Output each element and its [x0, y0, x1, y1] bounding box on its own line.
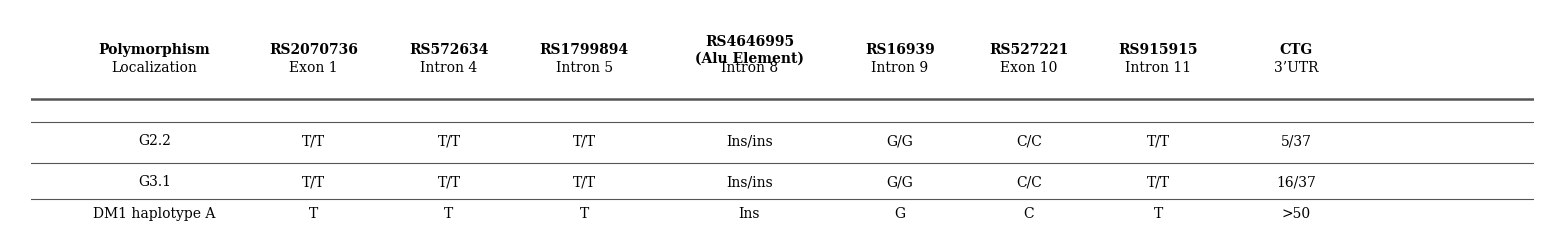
Text: T/T: T/T [437, 134, 460, 148]
Text: Intron 8: Intron 8 [721, 61, 778, 75]
Text: T/T: T/T [573, 134, 596, 148]
Text: G2.2: G2.2 [138, 134, 171, 148]
Text: T: T [444, 207, 454, 221]
Text: C: C [1024, 207, 1034, 221]
Text: RS4646995
(Alu Element): RS4646995 (Alu Element) [695, 35, 804, 65]
Text: RS1799894: RS1799894 [540, 43, 629, 57]
Text: RS915915: RS915915 [1119, 43, 1197, 57]
Text: RS2070736: RS2070736 [269, 43, 358, 57]
Text: RS572634: RS572634 [410, 43, 488, 57]
Text: G/G: G/G [886, 175, 912, 189]
Text: T/T: T/T [302, 175, 326, 189]
Text: T/T: T/T [573, 175, 596, 189]
Text: C/C: C/C [1016, 134, 1042, 148]
Text: Localization: Localization [111, 61, 197, 75]
Text: Exon 10: Exon 10 [1000, 61, 1058, 75]
Text: C/C: C/C [1016, 175, 1042, 189]
Text: RS527221: RS527221 [989, 43, 1069, 57]
Text: T/T: T/T [302, 134, 326, 148]
Text: >50: >50 [1282, 207, 1311, 221]
Text: Exon 1: Exon 1 [290, 61, 338, 75]
Text: G3.1: G3.1 [138, 175, 171, 189]
Text: T/T: T/T [437, 175, 460, 189]
Text: Intron 11: Intron 11 [1125, 61, 1191, 75]
Text: DM1 haplotype A: DM1 haplotype A [94, 207, 216, 221]
Text: RS16939: RS16939 [865, 43, 934, 57]
Text: Polymorphism: Polymorphism [99, 43, 210, 57]
Text: 16/37: 16/37 [1277, 175, 1316, 189]
Text: G/G: G/G [886, 134, 912, 148]
Text: T/T: T/T [1147, 134, 1169, 148]
Text: Intron 9: Intron 9 [872, 61, 928, 75]
Text: Intron 5: Intron 5 [556, 61, 613, 75]
Text: Ins: Ins [739, 207, 761, 221]
Text: Ins/ins: Ins/ins [726, 175, 773, 189]
Text: T/T: T/T [1147, 175, 1169, 189]
Text: T: T [310, 207, 318, 221]
Text: 5/37: 5/37 [1280, 134, 1311, 148]
Text: T: T [579, 207, 588, 221]
Text: G: G [894, 207, 905, 221]
Text: T: T [1153, 207, 1163, 221]
Text: Ins/ins: Ins/ins [726, 134, 773, 148]
Text: Intron 4: Intron 4 [421, 61, 477, 75]
Text: CTG: CTG [1280, 43, 1313, 57]
Text: 3’UTR: 3’UTR [1274, 61, 1319, 75]
